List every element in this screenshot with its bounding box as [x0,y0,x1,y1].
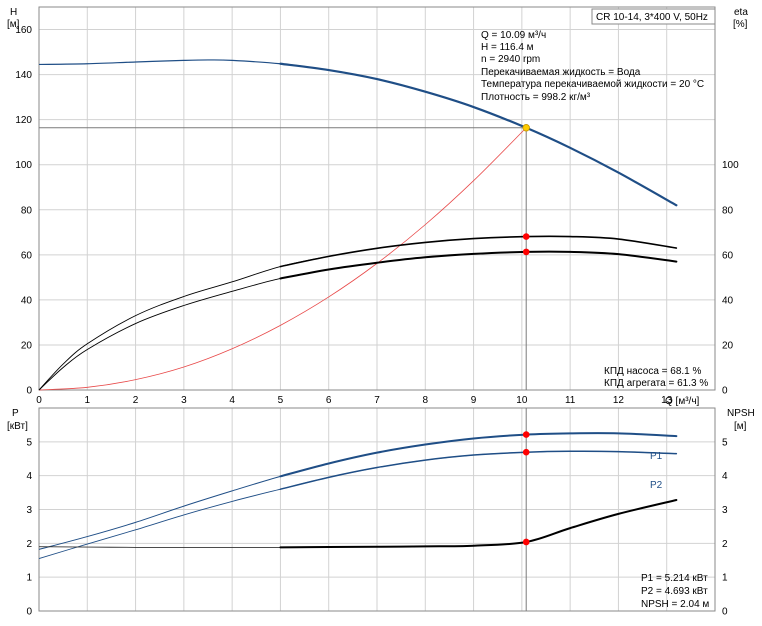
x-tick-label: 13 [661,395,673,406]
top-y-right-label-line2: [%] [733,19,748,30]
x-tick-label: 4 [229,395,235,406]
p2-curve [38,450,677,559]
y-right-tick-label: 40 [722,295,734,306]
info-line-p1: P1 = 5.214 кВт [641,573,708,584]
y-left-tick-label: 120 [15,115,32,126]
p-tick-label: 0 [26,607,32,618]
y-right-tick-label: 0 [722,386,728,397]
x-tick-label: 0 [36,395,42,406]
y-left-tick-label: 80 [21,205,33,216]
x-tick-label: 6 [326,395,332,406]
pump-efficiency-curve [38,235,677,391]
y-left-tick-label: 160 [15,25,32,36]
p-tick-label: 2 [26,539,32,550]
bottom-y-right-label-line1: NPSH [727,408,755,419]
top-y-left-label-line1: H [10,7,17,18]
npsh-tick-label: 5 [722,437,728,448]
x-tick-label: 2 [133,395,139,406]
bottom-y-left-label-line1: P [12,408,19,419]
power-marker [522,448,530,456]
top-y-right-label-line1: eta [734,7,748,18]
x-tick-label: 3 [181,395,187,406]
x-tick-label: 12 [613,395,625,406]
info-line-liquid: Перекачиваемая жидкость = Вода [481,67,641,78]
series-label-p1: P1 [650,451,663,462]
info-line-npsh: NPSH = 2.04 м [641,599,709,610]
info-line-temperature: Температура перекачиваемой жидкости = 20… [481,79,704,90]
unit-efficiency-curve-operating [279,250,678,280]
duty-point-marker [522,124,530,132]
x-tick-label: 1 [85,395,91,406]
x-tick-label: 5 [278,395,284,406]
head-curve-operating [279,62,678,207]
top-y-left-label-line2: [м] [7,19,20,30]
info-line-density: Плотность = 998.2 кг/м³ [481,92,591,103]
npsh-tick-label: 2 [722,539,728,550]
npsh-tick-label: 1 [722,573,728,584]
x-axis-label: Q [м³/ч] [665,396,700,407]
info-line-q: Q = 10.09 м³/ч [481,30,546,41]
y-left-tick-label: 100 [15,160,32,171]
y-right-tick-label: 80 [722,205,734,216]
power-marker [522,431,530,438]
y-left-tick-label: 40 [21,295,33,306]
npsh-tick-label: 4 [722,471,728,482]
top-plot-frame [38,6,716,391]
npsh-curve-operating [279,499,678,549]
system-curve [38,127,527,391]
y-right-tick-label: 60 [722,250,734,261]
chart-title: CR 10-14, 3*400 V, 50Hz [596,12,708,23]
y-right-tick-label: 20 [722,340,734,351]
efficiency-marker [522,233,530,240]
p-tick-label: 3 [26,505,32,516]
p-tick-label: 5 [26,437,32,448]
x-tick-label: 9 [471,395,477,406]
p-tick-label: 1 [26,573,32,584]
x-tick-label: 7 [374,395,380,406]
title-box [591,8,716,25]
info-line-h: H = 116.4 м [481,42,534,53]
eff-line-pump: КПД насоса = 68.1 % [604,366,702,377]
unit-efficiency-curve [38,251,677,391]
p1-curve-operating [279,432,678,478]
series-label-p2: P2 [650,480,663,491]
info-line-n: n = 2940 rpm [481,54,540,65]
eff-line-unit: КПД агрегата = 61.3 % [604,378,708,389]
x-tick-label: 8 [423,395,429,406]
npsh-tick-label: 3 [722,505,728,516]
p-tick-label: 4 [26,471,32,482]
efficiency-marker [522,248,530,256]
power-marker [522,538,530,546]
bottom-y-left-label-line2: [кВт] [7,421,28,432]
bottom-y-right-label-line2: [м] [734,421,747,432]
bottom-plot-frame [38,407,716,612]
npsh-curve [38,499,677,548]
y-left-tick-label: 140 [15,70,32,81]
y-left-tick-label: 60 [21,250,33,261]
x-tick-label: 10 [516,395,528,406]
y-left-tick-label: 20 [21,340,33,351]
pump-efficiency-curve-operating [279,235,678,268]
y-left-tick-label: 0 [26,386,32,397]
y-right-tick-label: 100 [722,160,739,171]
p2-curve-operating [279,450,678,490]
info-line-p2: P2 = 4.693 кВт [641,586,708,597]
x-tick-label: 11 [565,395,576,406]
npsh-tick-label: 0 [722,607,728,618]
